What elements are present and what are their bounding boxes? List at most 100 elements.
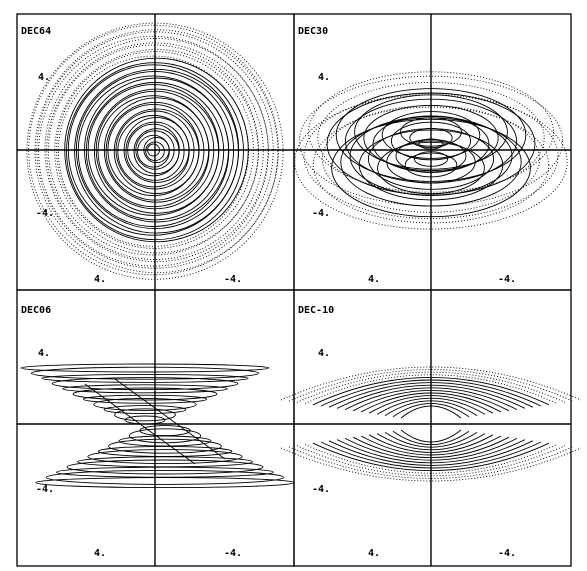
uv-track (413, 151, 449, 167)
uv-track (349, 116, 513, 196)
uv-track (312, 106, 550, 224)
tick-label-x-left: 4. (368, 548, 380, 559)
uv-track (344, 387, 518, 411)
uv-track (320, 441, 542, 469)
tick-label-y-bottom: -4. (36, 208, 54, 219)
uv-tracks (280, 366, 582, 482)
tick-label-y-top: 4. (318, 348, 330, 359)
uv-track (288, 369, 574, 402)
uv-track (85, 82, 225, 221)
uv-tracks (20, 363, 295, 489)
panel-frame (293, 289, 572, 567)
uv-track (107, 103, 200, 197)
uv-track (368, 395, 494, 414)
panel-title: DEC30 (298, 26, 328, 37)
uv-track (296, 445, 566, 477)
tick-label-x-left: 4. (368, 274, 380, 285)
uv-track (93, 397, 197, 411)
tick-label-y-top: 4. (318, 72, 330, 83)
uv-track (328, 440, 534, 466)
uv-track (87, 449, 243, 465)
uv-track (395, 139, 467, 173)
panel-title: DEC06 (21, 305, 51, 316)
tick-label-x-right: -4. (498, 274, 516, 285)
uv-track (38, 35, 269, 267)
tick-label-y-bottom: -4. (312, 484, 330, 495)
uv-track (304, 374, 558, 405)
uv-track (51, 377, 239, 391)
uv-track (328, 382, 534, 408)
uv-track (336, 384, 526, 409)
uv-track (145, 141, 165, 161)
uv-track (352, 436, 510, 459)
uv-track (46, 42, 264, 260)
uv-track (30, 366, 260, 380)
tick-label-y-bottom: -4. (36, 484, 54, 495)
uv-track (360, 435, 502, 456)
uv-track (400, 429, 462, 443)
uv-track (288, 446, 574, 479)
uv-track (336, 439, 526, 464)
uv-track (66, 62, 244, 241)
uv-tracks (294, 71, 568, 230)
uv-track (376, 397, 486, 415)
tick-label-y-top: 4. (38, 348, 50, 359)
uv-track (77, 75, 230, 227)
panel-title: DEC64 (21, 26, 51, 37)
uv-track (127, 123, 180, 177)
uv-track (298, 75, 564, 207)
tick-label-x-right: -4. (224, 274, 242, 285)
uv-track (28, 24, 279, 276)
panel-title: DEC-10 (298, 305, 334, 316)
uv-track (41, 373, 249, 383)
uv-track (404, 152, 458, 178)
uv-track (368, 434, 494, 453)
uv-track (280, 447, 582, 482)
uv-track (392, 402, 470, 418)
uv-track (26, 22, 284, 280)
uv-track (304, 443, 558, 474)
uv-track (103, 405, 187, 415)
uv-track (308, 71, 554, 193)
uv-track (20, 363, 270, 373)
uv-track (376, 433, 486, 451)
uv-track (135, 130, 175, 170)
tick-label-x-left: 4. (94, 548, 106, 559)
uv-track (294, 94, 568, 230)
uv-track (147, 143, 160, 157)
uv-track (84, 378, 226, 465)
uv-track (54, 49, 259, 254)
tick-label-x-right: -4. (224, 548, 242, 559)
uv-track (303, 93, 559, 219)
uv-track (384, 400, 478, 416)
uv-track (34, 29, 279, 274)
uv-track (56, 51, 254, 249)
uv-track (390, 121, 472, 161)
uv-track (72, 387, 218, 401)
uv-track (75, 70, 235, 230)
uv-track (117, 115, 190, 188)
uv-track (377, 141, 485, 195)
uv-track (280, 366, 582, 401)
tick-label-y-top: 4. (38, 72, 50, 83)
uv-track (44, 37, 269, 263)
uv-track (45, 469, 285, 485)
uv-tracks (26, 22, 284, 280)
uv-track (62, 384, 228, 394)
uv-track (367, 128, 495, 190)
uv-track (67, 64, 240, 236)
uv-track (115, 110, 195, 190)
uv-track (105, 101, 205, 201)
uv-track (97, 95, 210, 208)
uv-track (331, 118, 531, 218)
uv-track (418, 138, 444, 150)
uv-track (312, 442, 550, 472)
uv-track (128, 428, 202, 444)
uv-track (125, 121, 185, 181)
uv-track (384, 432, 478, 448)
uv-track (137, 134, 170, 168)
panel-dec-10: DEC-10 4. -4. 4. -4. (280, 289, 582, 567)
uv-track (320, 379, 542, 407)
uv-track (124, 415, 166, 425)
